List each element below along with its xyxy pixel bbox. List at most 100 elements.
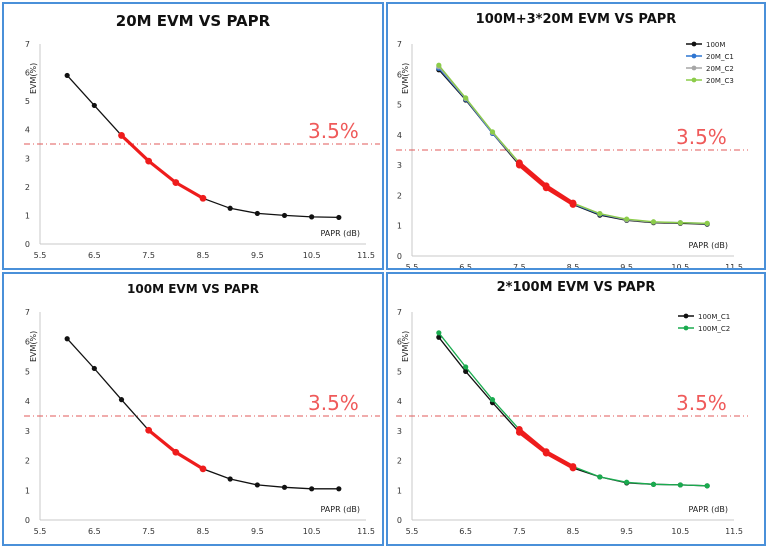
y-tick-label: 0: [397, 516, 402, 525]
x-tick-label: 5.5: [406, 527, 419, 536]
legend-marker: [691, 77, 697, 83]
highlight-segment: [518, 428, 574, 468]
legend-marker: [691, 65, 697, 71]
x-tick-label: 8.5: [567, 263, 580, 268]
y-tick-label: 6: [25, 69, 30, 78]
data-point: [597, 211, 603, 217]
y-tick-label: 0: [25, 516, 30, 525]
chart-title: 100M EVM VS PAPR: [127, 282, 259, 296]
highlight-segment: [120, 134, 204, 200]
y-tick-label: 6: [25, 338, 30, 347]
x-tick-label: 9.5: [251, 251, 264, 260]
x-tick-label: 10.5: [671, 527, 689, 536]
data-point: [489, 129, 496, 135]
x-tick-label: 5.5: [34, 251, 47, 260]
data-point: [597, 474, 603, 480]
data-point: [254, 210, 260, 217]
y-axis-label: EVM(%): [401, 331, 410, 362]
x-tick-label: 10.5: [671, 263, 689, 268]
x-tick-label: 7.5: [513, 263, 526, 268]
legend-label: 100M: [706, 41, 725, 49]
x-tick-label: 6.5: [88, 527, 101, 536]
legend-label: 100M_C2: [698, 325, 730, 333]
y-tick-label: 3: [397, 161, 402, 170]
data-point: [91, 102, 97, 109]
y-axis-label: EVM(%): [401, 63, 410, 94]
y-tick-label: 2: [25, 183, 30, 192]
data-point: [436, 330, 442, 336]
highlight-point: [172, 448, 180, 456]
y-tick-label: 2: [397, 191, 402, 200]
data-point: [64, 336, 70, 342]
y-tick-label: 7: [25, 308, 30, 317]
y-tick-label: 5: [25, 97, 30, 106]
y-axis-label: EVM(%): [29, 331, 38, 362]
data-point: [64, 72, 70, 79]
y-tick-label: 2: [25, 457, 30, 466]
data-point: [624, 479, 630, 485]
x-tick-label: 8.5: [197, 251, 210, 260]
x-axis-label: PAPR (dB): [320, 229, 360, 238]
highlight-point: [542, 182, 550, 190]
x-axis-label: PAPR (dB): [688, 505, 728, 514]
chart-20m-plot: 0 1 2 3 4 5 6 7 5.5 6.5 7.5 8.5 9.5 10.5 11.5 EVM(%) PAP…: [24, 40, 380, 260]
data-point: [650, 481, 657, 487]
x-tick-label: 6.5: [88, 251, 101, 260]
y-tick-label: 5: [25, 367, 30, 376]
y-tick-label: 2: [397, 457, 402, 466]
data-point: [650, 219, 657, 225]
highlight-point: [569, 463, 577, 470]
series-line: [438, 332, 708, 487]
highlight-point: [145, 426, 153, 434]
y-tick-label: 3: [25, 154, 30, 163]
threshold-label: 3.5%: [308, 391, 359, 415]
data-point: [704, 483, 710, 489]
highlight-point: [145, 157, 153, 165]
x-tick-label: 5.5: [406, 263, 419, 268]
data-point: [336, 214, 342, 221]
data-point: [463, 95, 469, 101]
chart-panel-20m: 20M EVM VS PAPR 0 1 2 3 4 5 6 7 5.5 6.5 7.5 8.5 9.5 1…: [2, 2, 384, 270]
highlight-point: [172, 179, 180, 186]
x-tick-label: 8.5: [197, 527, 210, 536]
data-point: [677, 482, 683, 488]
data-point: [254, 482, 260, 488]
x-tick-label: 9.5: [620, 527, 633, 536]
legend-label: 100M_C1: [698, 313, 730, 321]
y-tick-label: 5: [397, 367, 402, 376]
x-tick-label: 6.5: [459, 527, 472, 536]
x-tick-label: 11.5: [725, 527, 743, 536]
legend-marker: [691, 53, 697, 59]
data-point: [91, 365, 97, 372]
highlight-point: [542, 448, 550, 456]
highlight-point: [515, 159, 523, 167]
y-tick-label: 7: [397, 308, 402, 317]
y-tick-label: 7: [25, 40, 30, 49]
y-tick-label: 4: [25, 397, 30, 406]
y-tick-label: 4: [397, 397, 402, 406]
chart-100m-plot: 0 1 2 3 4 5 6 7 5.5 6.5 7.5 8.5 9.5 10.5 11.5 EVM(%) PAP…: [24, 308, 380, 536]
x-tick-label: 11.5: [725, 263, 743, 268]
data-point: [436, 334, 442, 340]
highlight-point: [515, 425, 523, 433]
data-point: [463, 368, 469, 375]
y-tick-label: 1: [397, 486, 402, 495]
x-tick-label: 6.5: [459, 263, 472, 268]
x-tick-label: 10.5: [303, 251, 321, 260]
data-point: [281, 484, 288, 490]
data-point: [227, 476, 233, 482]
data-point: [227, 205, 233, 211]
data-point: [624, 216, 630, 222]
chart-100m-3x20m-plot: 0 1 2 3 4 5 6 7 5.5 6.5 7.5 8.5 9.5 10.5 11.5 EVM(%) PAP…: [396, 40, 748, 268]
x-tick-label: 8.5: [567, 527, 580, 536]
y-tick-label: 1: [25, 211, 30, 220]
y-tick-label: 7: [397, 40, 402, 49]
y-tick-label: 1: [397, 222, 402, 231]
chart-title: 100M+3*20M EVM VS PAPR: [475, 12, 677, 27]
y-tick-label: 0: [25, 240, 30, 249]
series-line: [438, 64, 708, 224]
threshold-label: 3.5%: [676, 125, 727, 149]
data-point: [309, 486, 315, 492]
chart-panel-100m: 100M EVM VS PAPR 0 1 2 3 4 5 6 7 5.5 6.5 7.5 8.5 9.5…: [2, 272, 384, 546]
y-tick-label: 6: [397, 70, 402, 79]
